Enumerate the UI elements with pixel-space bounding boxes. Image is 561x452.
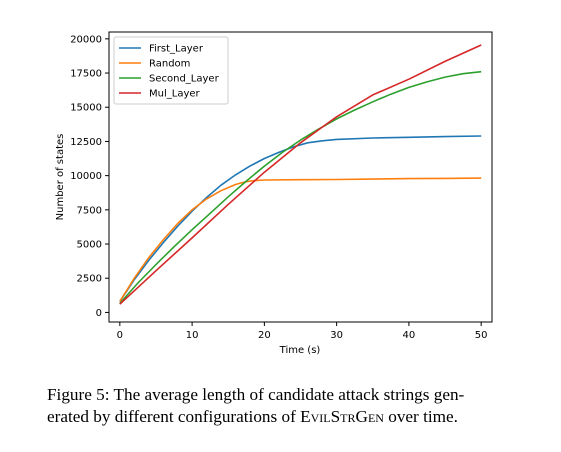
legend-box [113, 36, 229, 105]
plot-lines [119, 44, 482, 305]
caption-small-caps-1: vil [310, 407, 331, 426]
y-tick-label: 20000 [70, 34, 102, 45]
y-tick-label: 0 [96, 308, 102, 319]
y-tick-label: 15000 [70, 103, 102, 114]
x-axis: 0 10 20 30 40 50 [117, 322, 488, 341]
caption-line-1: Figure 5: The average length of candidat… [47, 385, 465, 404]
series-line-2 [119, 70, 482, 305]
x-tick-label: 50 [475, 330, 488, 341]
legend: First_Layer Random Second_Layer Mul_Layer [113, 36, 229, 105]
series-line-1 [119, 177, 482, 302]
series-line-3 [119, 44, 482, 305]
caption-line-2-g: over time. [383, 407, 458, 426]
legend-entry-2: Second_Layer [149, 74, 220, 85]
y-tick-label: 2500 [77, 274, 102, 285]
x-tick-label: 20 [258, 330, 271, 341]
line-chart: 0 10 20 30 40 50 0 2500 5000 7500 10000 12500 15000… [55, 31, 493, 356]
y-tick-label: 10000 [70, 171, 102, 182]
caption-small-caps-3: en [367, 407, 384, 426]
x-axis-label: Time (s) [279, 345, 321, 356]
caption-line-2-e: G [355, 407, 368, 426]
y-tick-label: 7500 [77, 205, 102, 216]
plot-frame [108, 31, 493, 323]
y-axis: 0 2500 5000 7500 10000 12500 15000 17500 20000 [70, 34, 109, 319]
y-tick-label: 12500 [70, 137, 102, 148]
y-tick-label: 5000 [77, 240, 102, 251]
caption-line-2-c: S [330, 407, 341, 426]
y-axis-label: Number of states [55, 134, 66, 221]
series-line-0 [119, 135, 482, 302]
x-tick-label: 0 [117, 330, 123, 341]
legend-entry-3: Mul_Layer [149, 89, 201, 100]
caption-small-caps-2: tr [340, 407, 356, 426]
figure-caption: Figure 5: The average length of candidat… [47, 384, 547, 428]
y-tick-label: 17500 [70, 69, 102, 80]
x-tick-label: 40 [403, 330, 416, 341]
x-tick-label: 30 [330, 330, 343, 341]
x-tick-label: 10 [186, 330, 199, 341]
legend-entry-0: First_Layer [149, 44, 204, 55]
caption-line-2-a: erated by different configurations of E [47, 407, 311, 426]
legend-entry-1: Random [149, 59, 190, 70]
